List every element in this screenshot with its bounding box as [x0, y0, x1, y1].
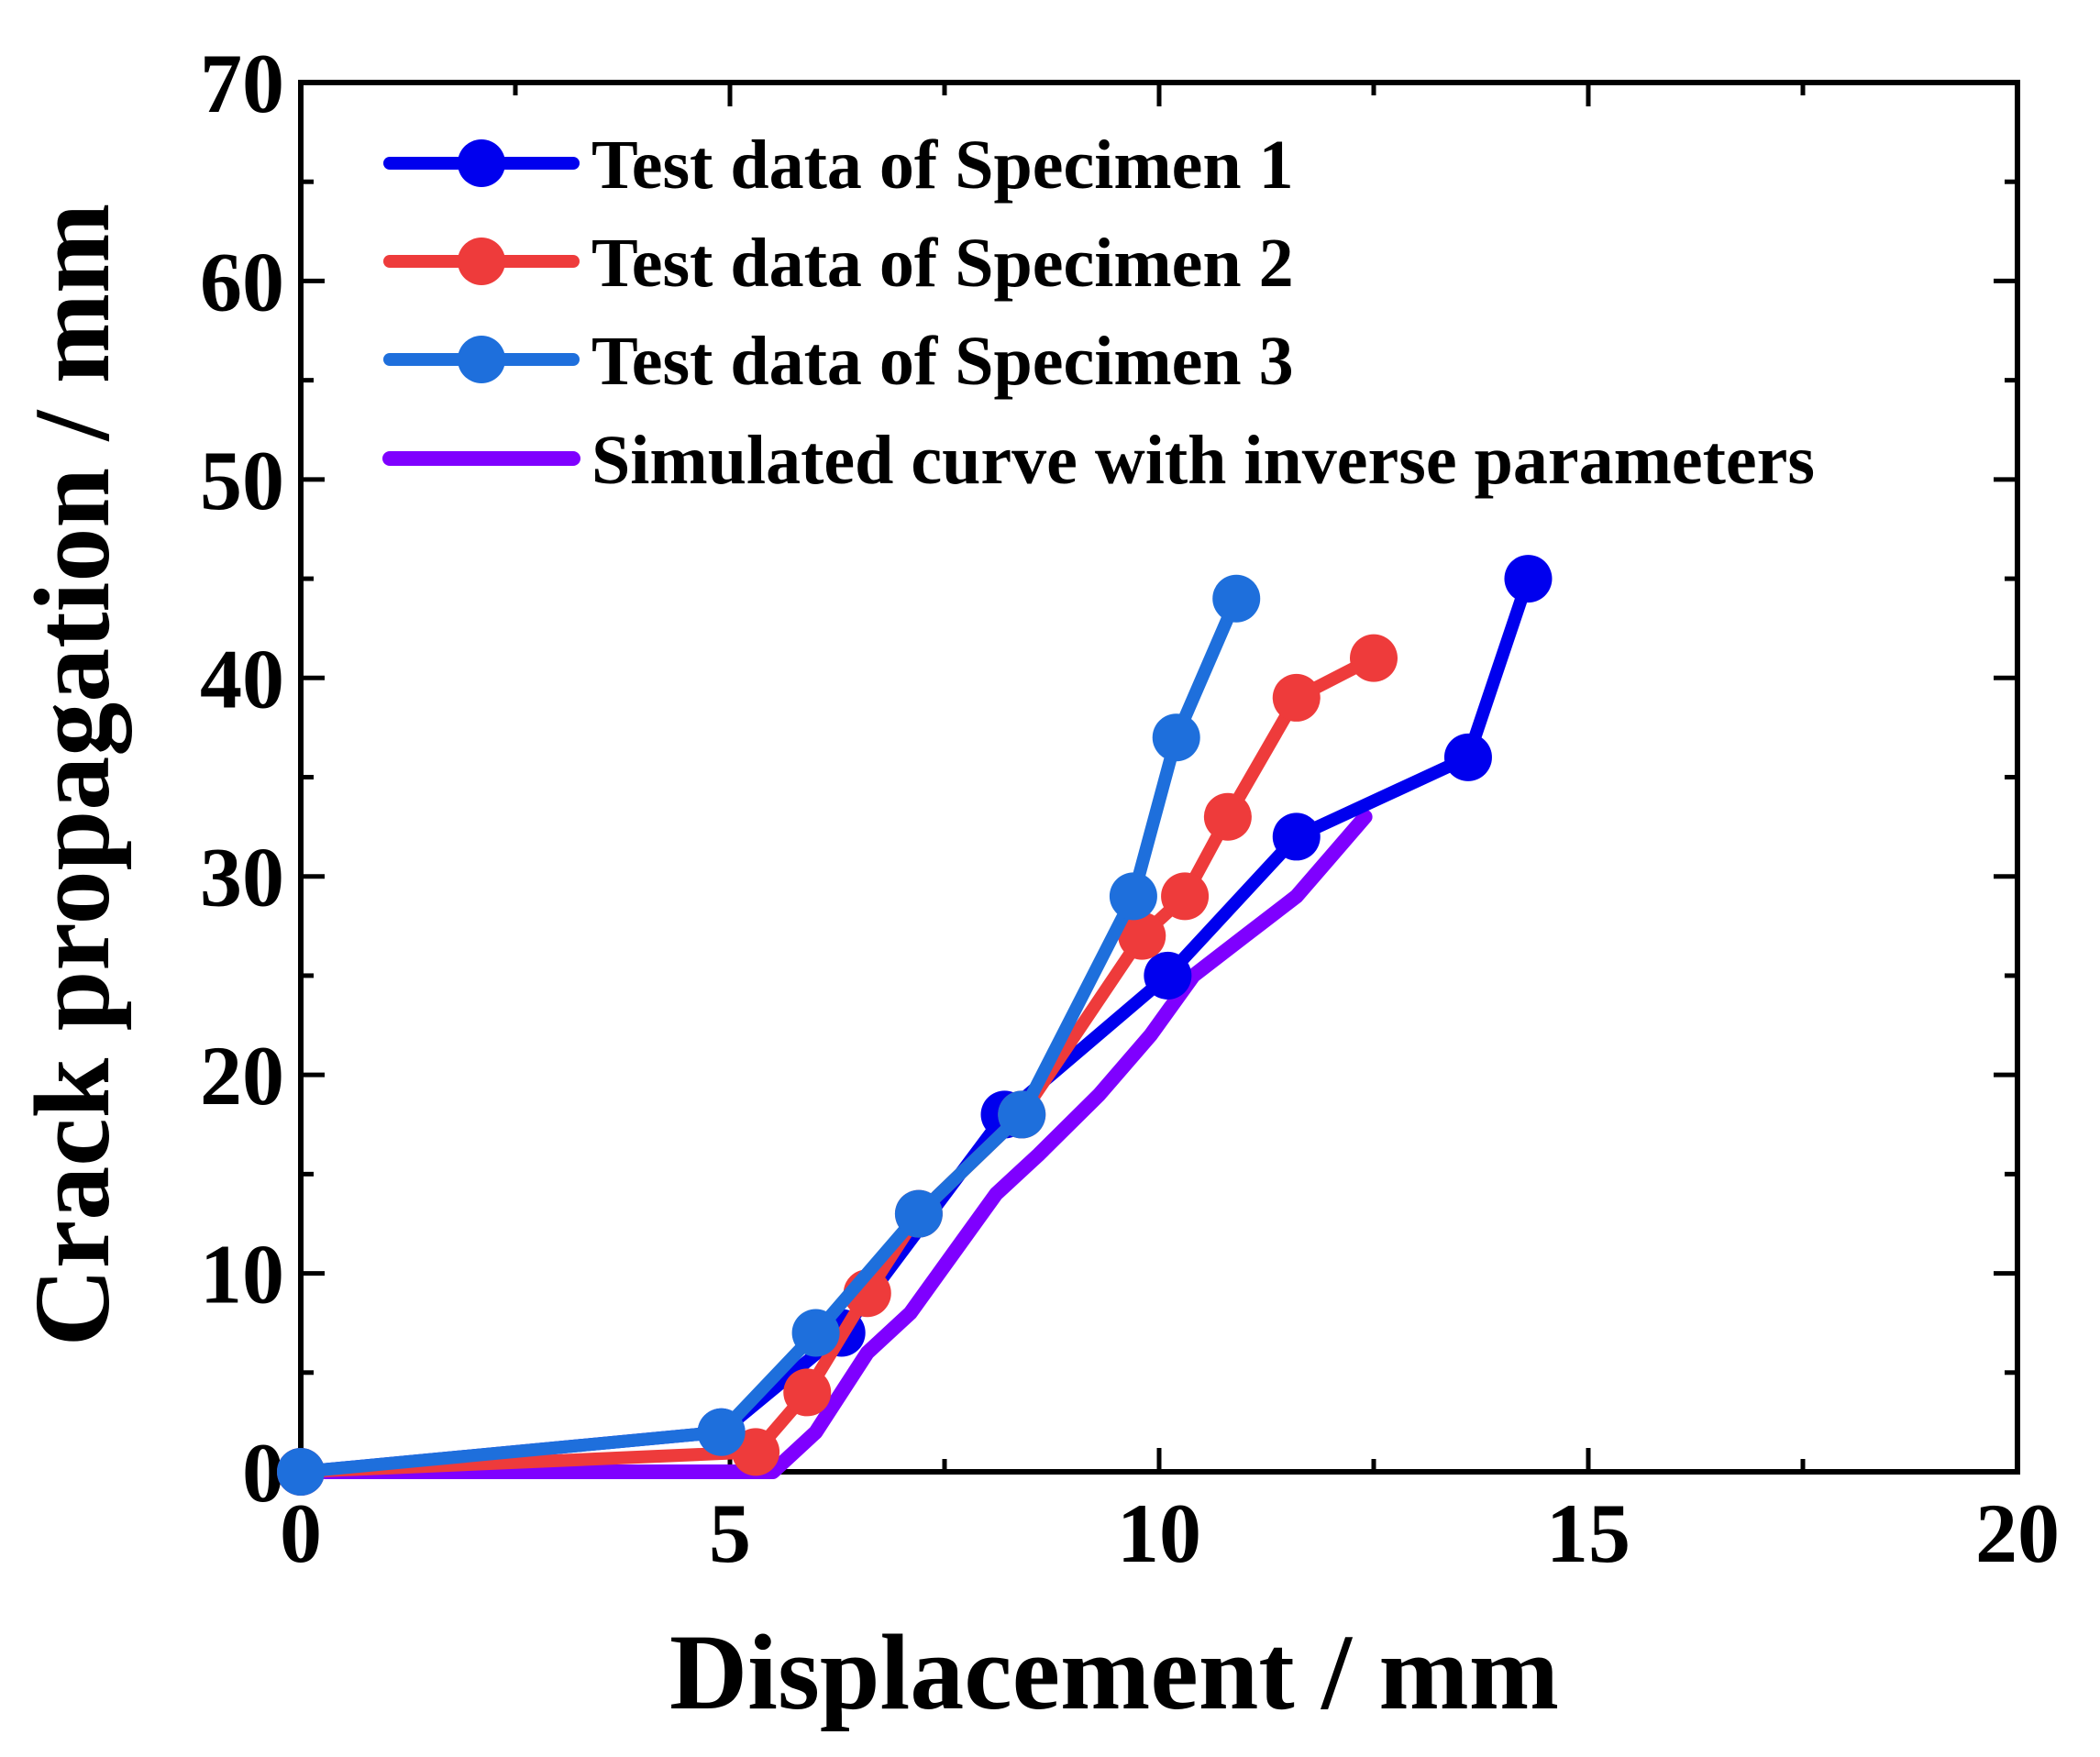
series-line — [294, 651, 1380, 1478]
x-tick-label: 10 — [1117, 1486, 1201, 1580]
data-point — [998, 1090, 1046, 1139]
data-point — [894, 1189, 943, 1238]
y-tick-label: 30 — [200, 831, 284, 924]
data-point — [1212, 574, 1261, 623]
data-point — [1152, 713, 1200, 762]
data-point — [697, 1408, 746, 1456]
data-point — [791, 1309, 840, 1357]
legend: Test data of Specimen 1 Test data of Spec… — [382, 127, 1815, 499]
series-line — [294, 572, 1535, 1478]
data-point — [1443, 733, 1492, 781]
data-point — [277, 1448, 325, 1496]
data-point — [1504, 555, 1553, 603]
y-tick-label: 60 — [200, 235, 284, 328]
data-point — [1118, 912, 1166, 960]
x-tick-label: 5 — [709, 1486, 751, 1580]
y-tick-label: 20 — [200, 1029, 284, 1122]
data-point — [1144, 951, 1192, 1000]
data-point — [1272, 673, 1321, 722]
legend-label: Test data of Specimen 2 — [591, 225, 1294, 302]
legend-marker — [458, 238, 505, 285]
data-point — [1272, 812, 1321, 861]
data-point — [1109, 872, 1157, 921]
legend-label: Simulated curve with inverse parameters — [591, 422, 1815, 499]
legend-label: Test data of Specimen 3 — [591, 323, 1294, 400]
y-tick-label: 10 — [200, 1228, 284, 1321]
x-tick-label: 0 — [280, 1486, 322, 1580]
series-layer — [277, 555, 1553, 1496]
data-point — [1350, 634, 1398, 682]
data-point — [1161, 872, 1210, 921]
x-tick-label: 15 — [1546, 1486, 1630, 1580]
data-point — [783, 1368, 832, 1417]
y-tick-label: 50 — [200, 434, 284, 527]
data-point — [1203, 792, 1252, 841]
legend-marker — [458, 139, 505, 187]
legend-marker — [458, 336, 505, 383]
series-line — [293, 809, 1373, 1479]
y-tick-label: 70 — [200, 37, 284, 130]
x-axis: 0 5 10 15 20 — [280, 83, 2060, 1580]
y-tick-label: 40 — [200, 632, 284, 725]
x-tick-label: 20 — [1975, 1486, 2060, 1580]
legend-label: Test data of Specimen 1 — [591, 127, 1294, 204]
x-axis-title: Displacement / mm — [669, 1612, 1559, 1732]
y-axis-title: Crack propagation / mm — [12, 204, 132, 1347]
